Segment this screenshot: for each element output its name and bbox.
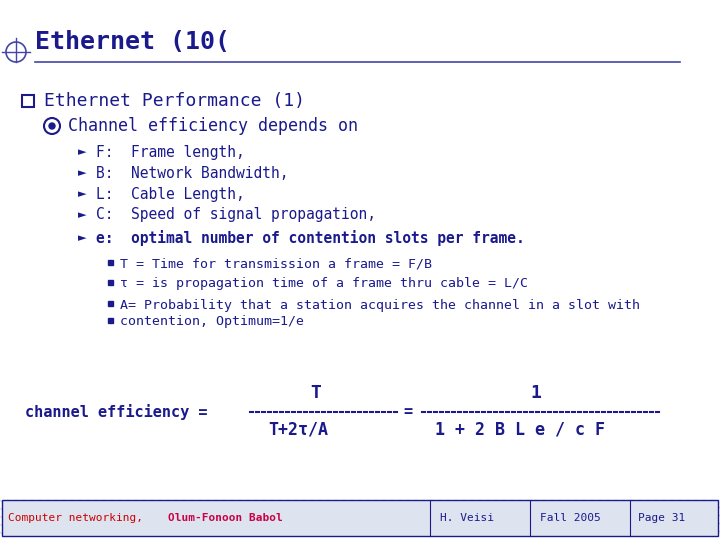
- Text: 1: 1: [530, 384, 541, 402]
- Text: ►: ►: [78, 189, 86, 199]
- Text: =: =: [403, 404, 412, 420]
- Text: T: T: [310, 384, 321, 402]
- Text: 1 + 2 B L e / c F: 1 + 2 B L e / c F: [435, 421, 605, 439]
- Bar: [2, 500, 718, 536]
- Bar: [22, 95, 34, 107]
- Text: contention, Optimum=1/e: contention, Optimum=1/e: [120, 315, 304, 328]
- Text: τ = is propagation time of a frame thru cable = L/C: τ = is propagation time of a frame thru …: [120, 278, 528, 291]
- Text: ►: ►: [78, 168, 86, 178]
- Text: A= Probability that a station acquires the channel in a slot with: A= Probability that a station acquires t…: [120, 299, 640, 312]
- Bar: [108, 280, 113, 285]
- Text: Page 31: Page 31: [638, 513, 685, 523]
- Circle shape: [49, 123, 55, 129]
- Text: C:  Speed of signal propagation,: C: Speed of signal propagation,: [96, 207, 376, 222]
- Bar: [108, 260, 113, 265]
- Text: Olum-Fonoon Babol: Olum-Fonoon Babol: [168, 513, 283, 523]
- Text: Fall 2005: Fall 2005: [540, 513, 600, 523]
- Text: F:  Frame length,: F: Frame length,: [96, 145, 245, 159]
- Text: Computer networking,: Computer networking,: [8, 513, 156, 523]
- Text: H. Veisi: H. Veisi: [440, 513, 494, 523]
- Text: Ethernet Performance (1): Ethernet Performance (1): [44, 92, 305, 110]
- Text: B:  Network Bandwidth,: B: Network Bandwidth,: [96, 165, 289, 180]
- Text: L:  Cable Length,: L: Cable Length,: [96, 186, 245, 201]
- Text: channel efficiency =: channel efficiency =: [25, 404, 207, 420]
- Bar: [108, 301, 113, 306]
- Text: ►: ►: [78, 147, 86, 157]
- Bar: [108, 318, 113, 323]
- Text: e:  optimal number of contention slots per frame.: e: optimal number of contention slots pe…: [96, 230, 525, 246]
- Text: T+2τ/A: T+2τ/A: [268, 421, 328, 439]
- Text: Channel efficiency depends on: Channel efficiency depends on: [68, 117, 358, 135]
- Text: T = Time for transmission a frame = F/B: T = Time for transmission a frame = F/B: [120, 258, 432, 271]
- Text: ►: ►: [78, 210, 86, 220]
- Text: ►: ►: [78, 233, 86, 243]
- Text: Ethernet (10(: Ethernet (10(: [35, 30, 230, 54]
